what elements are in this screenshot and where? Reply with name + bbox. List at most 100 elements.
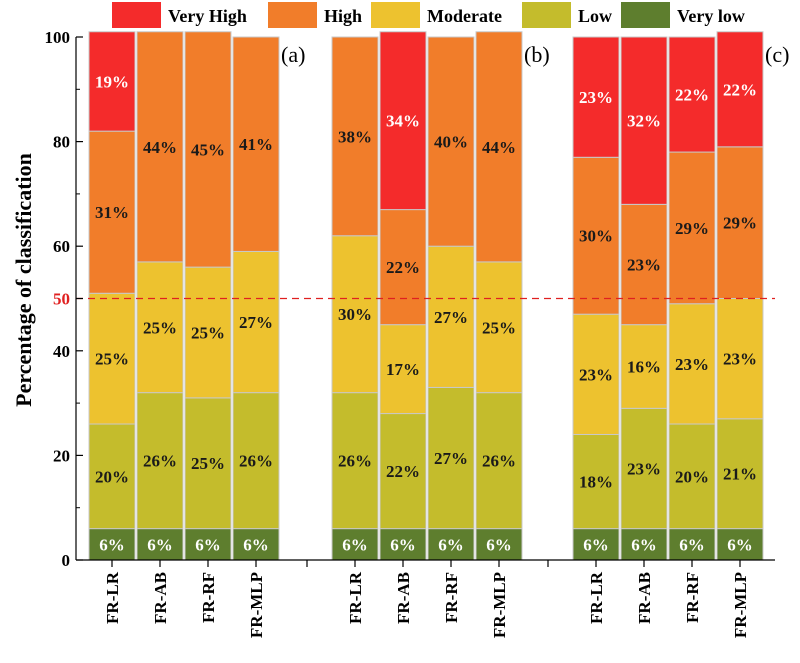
legend-label: Moderate bbox=[427, 6, 502, 26]
data-label: 25% bbox=[191, 454, 225, 473]
data-label: 25% bbox=[482, 318, 516, 337]
data-label: 31% bbox=[95, 203, 129, 222]
data-label: 45% bbox=[191, 140, 225, 159]
data-label: 25% bbox=[191, 323, 225, 342]
data-label: 6% bbox=[438, 535, 464, 554]
category-label: FR-LR bbox=[587, 571, 606, 624]
panel: 6% 26% 30% 38% 6% 22% 17% 22% 34% 6% 27% 27% 40% 6% 26… bbox=[331, 31, 550, 561]
bar-segment bbox=[184, 31, 232, 268]
bar-segment bbox=[620, 528, 668, 561]
bar: 6% 18% 23% 30% 23% bbox=[572, 36, 620, 561]
bar-segment bbox=[572, 433, 620, 530]
data-label: 22% bbox=[386, 462, 420, 481]
panel-label: (c) bbox=[765, 42, 789, 67]
bar-segment bbox=[572, 528, 620, 561]
data-label: 34% bbox=[386, 112, 420, 131]
data-label: 30% bbox=[338, 305, 372, 324]
bar-segment bbox=[136, 261, 184, 394]
y-tick-label: 50 bbox=[53, 290, 70, 309]
bar-segment bbox=[136, 392, 184, 530]
y-tick-label: 20 bbox=[53, 446, 70, 465]
bar-segment bbox=[331, 36, 379, 237]
plot-area: 6% 20% 25% 31% 19% 6% 26% 25% 44% 6% 25% 25% 45% 6% 26… bbox=[76, 31, 789, 561]
category-label: FR-AB bbox=[394, 572, 413, 624]
bar-segment bbox=[184, 528, 232, 561]
bar-segment bbox=[572, 313, 620, 435]
bar-segment bbox=[379, 209, 427, 326]
data-label: 16% bbox=[627, 357, 661, 376]
bar-segment bbox=[620, 407, 668, 530]
data-label: 40% bbox=[434, 133, 468, 152]
data-label: 27% bbox=[434, 308, 468, 327]
data-label: 23% bbox=[579, 365, 613, 384]
bar-segment bbox=[331, 235, 379, 394]
data-label: 6% bbox=[583, 535, 609, 554]
bar-segment bbox=[620, 36, 668, 205]
bar-segment bbox=[620, 203, 668, 326]
category-label: FR-LR bbox=[346, 571, 365, 624]
data-label: 6% bbox=[195, 535, 221, 554]
data-label: 23% bbox=[627, 459, 661, 478]
data-label: 20% bbox=[675, 467, 709, 486]
bar: 6% 26% 25% 44% bbox=[136, 31, 184, 561]
category-label: FR-RF bbox=[199, 572, 218, 623]
data-label: 38% bbox=[338, 127, 372, 146]
category-label: FR-LR bbox=[103, 571, 122, 624]
legend-label: High bbox=[324, 6, 362, 26]
bar-segment bbox=[184, 397, 232, 530]
data-label: 26% bbox=[482, 452, 516, 471]
bar-segment bbox=[427, 528, 475, 561]
y-tick-label: 80 bbox=[53, 133, 70, 152]
data-label: 6% bbox=[147, 535, 173, 554]
legend-label: Low bbox=[578, 6, 612, 26]
data-label: 22% bbox=[675, 86, 709, 105]
legend-swatch bbox=[371, 2, 420, 28]
panel: 6% 20% 25% 31% 19% 6% 26% 25% 44% 6% 25% 25% 45% 6% 26… bbox=[88, 31, 305, 561]
legend-swatch bbox=[112, 2, 161, 28]
y-axis: 0 20 40 50 60 80 100 bbox=[45, 28, 83, 570]
bar-segment bbox=[88, 31, 136, 132]
data-label: 23% bbox=[723, 350, 757, 369]
category-label: FR-RF bbox=[683, 572, 702, 623]
bar: 6% 26% 27% 41% bbox=[232, 36, 280, 561]
bar-segment bbox=[716, 31, 764, 148]
legend-label: Very High bbox=[168, 6, 247, 26]
data-label: 23% bbox=[675, 355, 709, 374]
x-axis: FR-LR FR-AB FR-RF FR-MLP FR-LR FR-AB FR-RF FR-M… bbox=[76, 559, 775, 638]
bar: 6% 25% 25% 45% bbox=[184, 31, 232, 561]
data-label: 6% bbox=[243, 535, 269, 554]
bar: 6% 26% 30% 38% bbox=[331, 36, 379, 561]
legend-label: Very low bbox=[677, 6, 745, 26]
data-label: 6% bbox=[727, 535, 753, 554]
data-label: 44% bbox=[482, 138, 516, 157]
panel-label: (b) bbox=[524, 42, 550, 67]
y-axis-label: Percentage of classification bbox=[11, 153, 36, 407]
bar-segment bbox=[88, 528, 136, 561]
data-label: 21% bbox=[723, 465, 757, 484]
bar-segment bbox=[136, 528, 184, 561]
data-label: 17% bbox=[386, 360, 420, 379]
data-label: 20% bbox=[95, 467, 129, 486]
data-label: 29% bbox=[723, 214, 757, 233]
bar-segment bbox=[232, 392, 280, 530]
bar-segment bbox=[668, 151, 716, 305]
y-tick-label: 40 bbox=[53, 342, 70, 361]
bar-segment bbox=[475, 31, 523, 263]
bar-segment bbox=[668, 423, 716, 530]
data-label: 44% bbox=[143, 138, 177, 157]
bar-segment bbox=[379, 31, 427, 211]
bar-segment bbox=[427, 245, 475, 388]
data-label: 6% bbox=[390, 535, 416, 554]
data-label: 27% bbox=[434, 449, 468, 468]
data-label: 30% bbox=[579, 227, 613, 246]
data-label: 23% bbox=[627, 256, 661, 275]
bar-segment bbox=[475, 528, 523, 561]
category-label: FR-MLP bbox=[731, 572, 750, 638]
legend-item: Very High bbox=[112, 2, 247, 28]
bar: 6% 20% 25% 31% 19% bbox=[88, 31, 136, 561]
bar-segment bbox=[331, 392, 379, 530]
bar-segment bbox=[379, 324, 427, 415]
bar: 6% 26% 25% 44% bbox=[475, 31, 523, 561]
data-label: 19% bbox=[95, 72, 129, 91]
